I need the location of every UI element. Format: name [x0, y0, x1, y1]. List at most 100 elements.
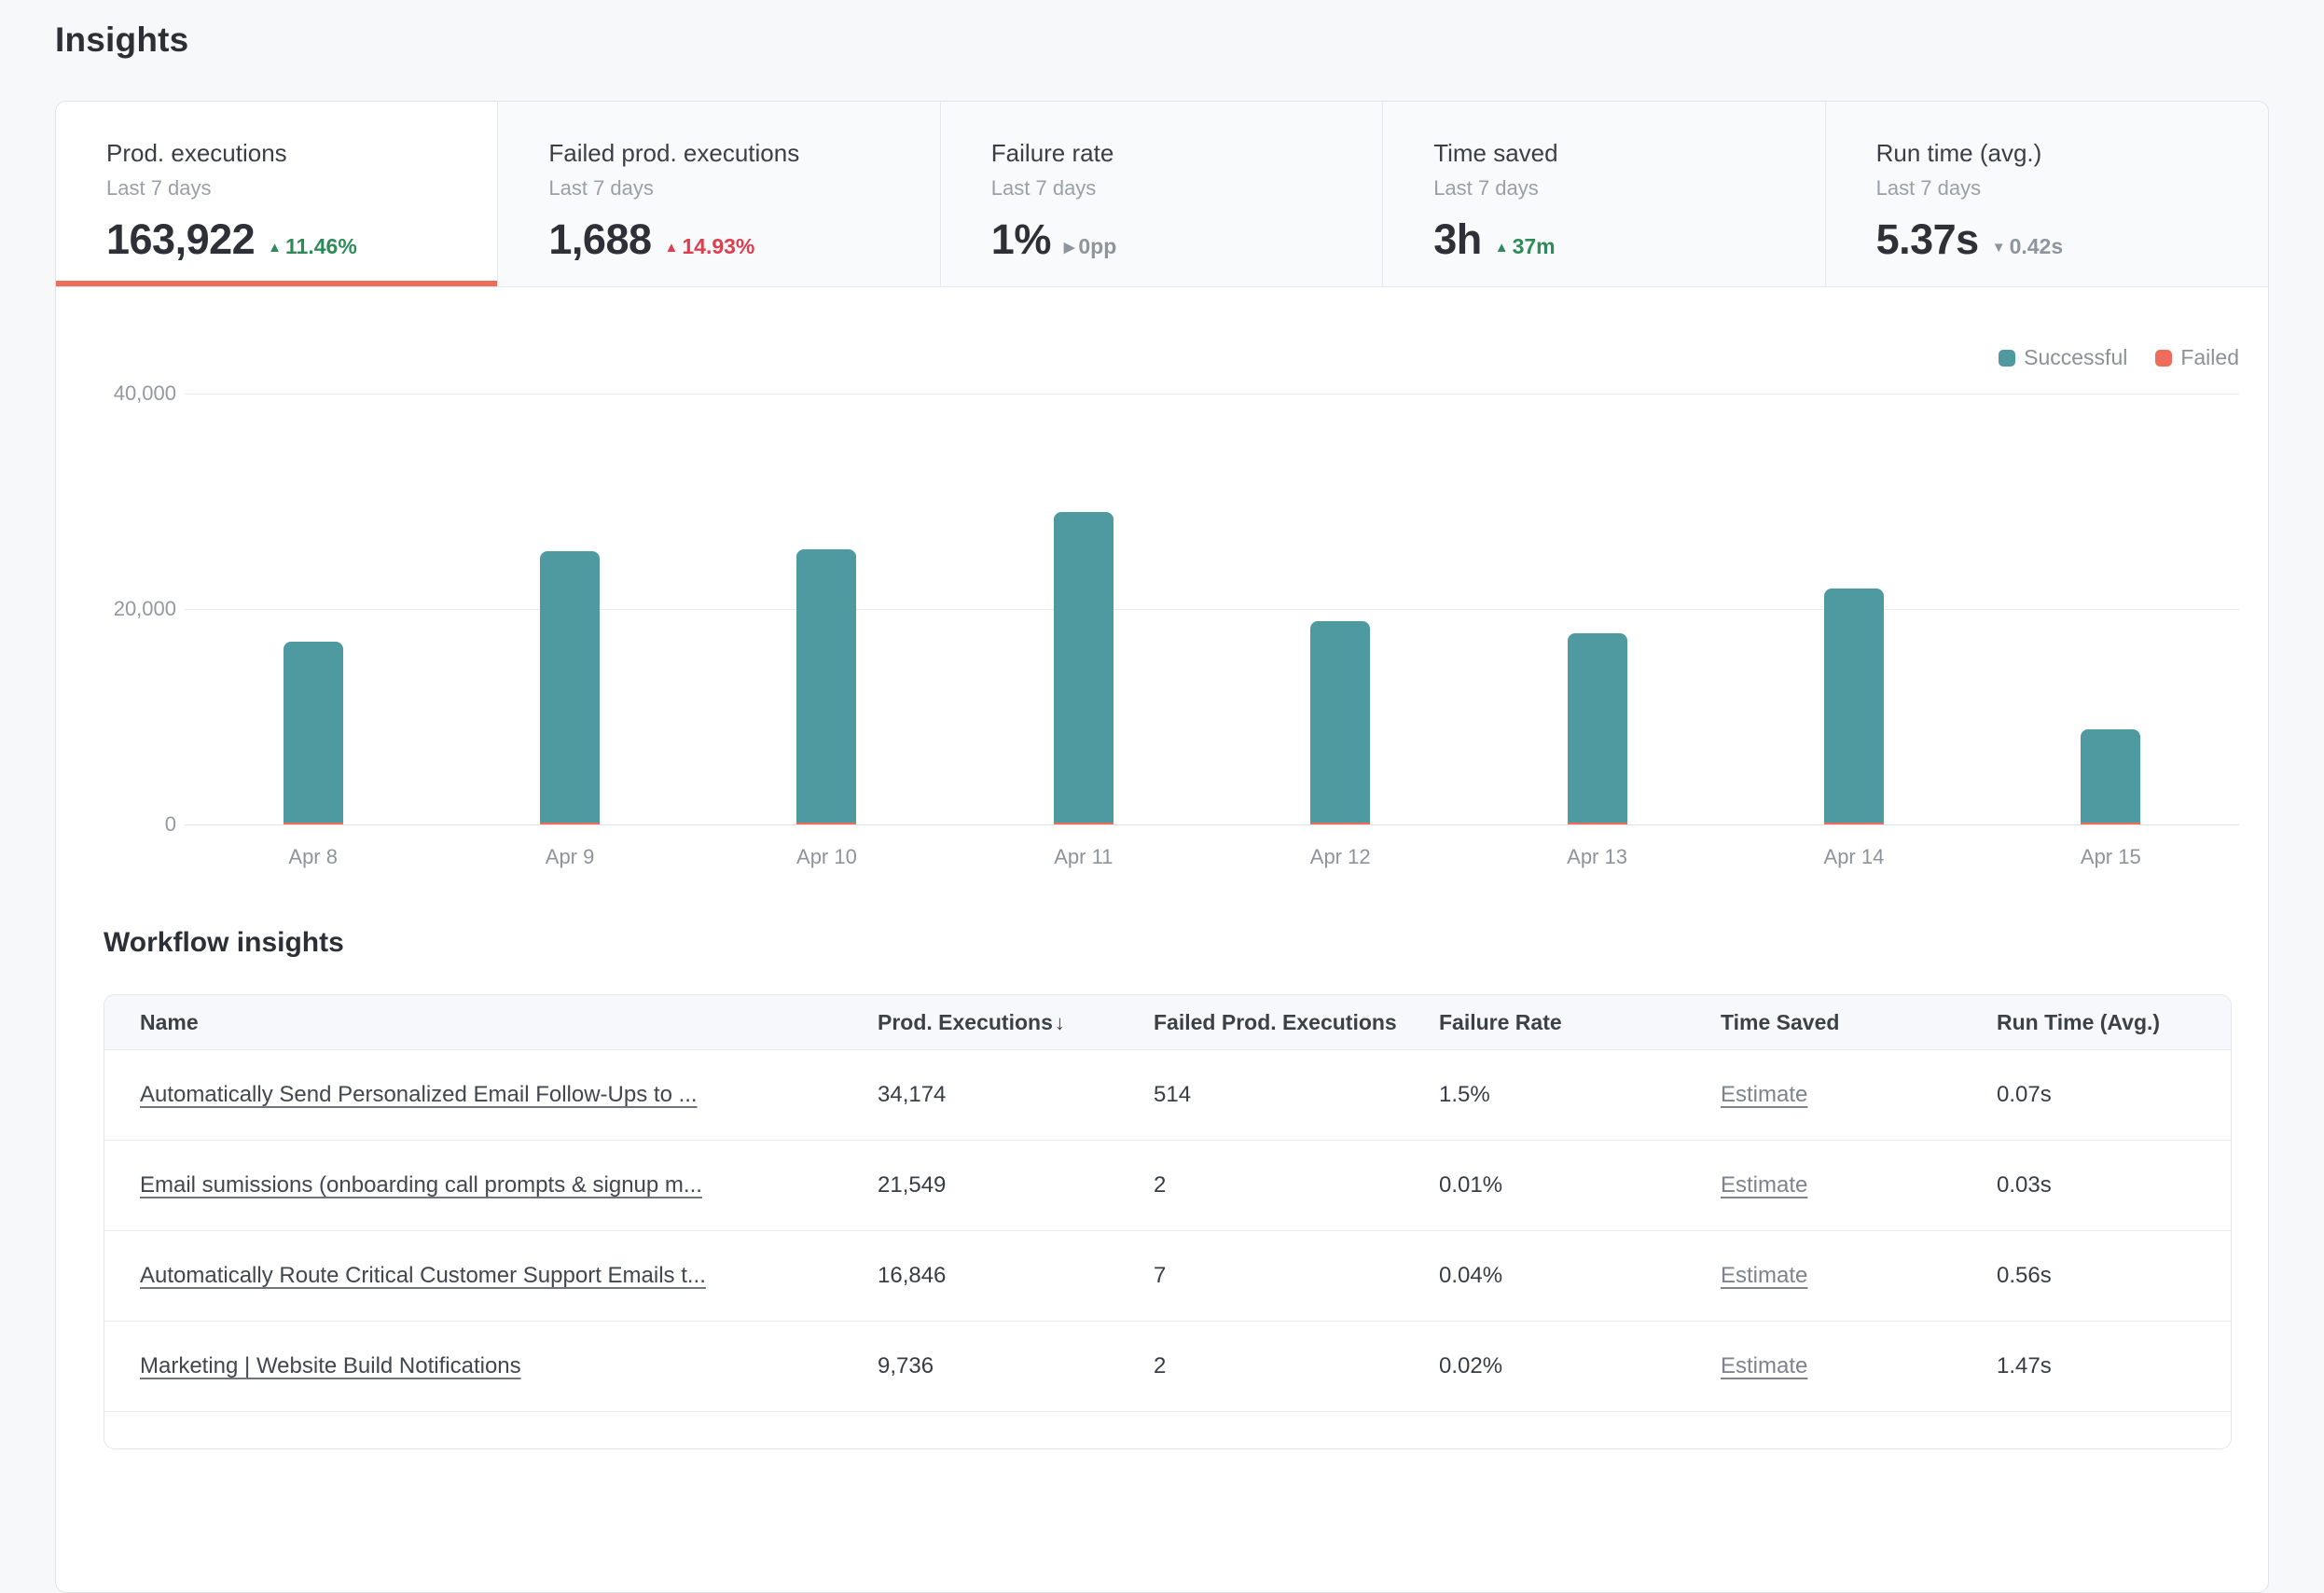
table-header-row: Name Prod. Executions↓ Failed Prod. Exec…: [104, 995, 2231, 1049]
card-label: Prod. executions: [106, 139, 287, 167]
estimate-link[interactable]: Estimate: [1721, 1263, 1808, 1288]
legend-item-failed[interactable]: Failed: [2155, 345, 2239, 370]
column-header-failure-rate[interactable]: Failure Rate: [1439, 1009, 1562, 1034]
card-sublabel: Last 7 days: [548, 176, 654, 200]
bar-failed-apr-14: [1823, 823, 1884, 824]
bar-failed-apr-13: [1567, 823, 1627, 824]
run-time-cell: 0.56s: [1997, 1263, 2052, 1288]
card-sublabel: Last 7 days: [1875, 176, 1982, 200]
card-label: Run time (avg.): [1875, 139, 2042, 167]
failure-rate-cell: 0.04%: [1439, 1263, 1503, 1288]
failed-prod-executions-cell: 7: [1154, 1263, 1167, 1288]
card-run-time-avg[interactable]: Run time (avg.) Last 7 days 5.37s ▼ 0.42s: [1825, 102, 2268, 286]
failure-rate-cell: 0.02%: [1439, 1353, 1503, 1378]
card-delta: ▼ 0.42s: [1991, 234, 2064, 258]
workflow-name-link[interactable]: Marketing | Website Build Notifications: [140, 1353, 521, 1378]
bar-failed-apr-12: [1310, 823, 1371, 824]
card-value: 3h: [1433, 215, 1482, 263]
bar-successful-apr-8: [283, 642, 343, 823]
failure-rate-cell: 1.5%: [1439, 1082, 1490, 1107]
table-row: Marketing | Website Build Notifications …: [104, 1321, 2231, 1411]
gridline: [185, 824, 2239, 825]
bar-successful-apr-9: [540, 551, 601, 823]
bar-failed-apr-8: [283, 823, 343, 824]
table-row: Automatically Route Critical Customer Su…: [104, 1230, 2231, 1321]
y-axis-tick: 40,000: [113, 381, 176, 405]
failure-rate-cell: 0.01%: [1439, 1172, 1503, 1198]
trend-up-icon: ▲: [1494, 240, 1509, 256]
column-header-name[interactable]: Name: [140, 1009, 199, 1034]
bar-successful-apr-15: [2081, 729, 2141, 823]
card-value: 163,922: [106, 215, 256, 263]
bar-successful-apr-13: [1567, 633, 1627, 823]
card-time-saved[interactable]: Time saved Last 7 days 3h ▲ 37m: [1383, 102, 1826, 286]
card-failed-prod-executions[interactable]: Failed prod. executions Last 7 days 1,68…: [498, 102, 941, 286]
column-header-time-saved[interactable]: Time Saved: [1721, 1009, 1840, 1034]
chart-legend: Successful Failed: [1999, 345, 2239, 370]
workflow-name-link[interactable]: Automatically Send Personalized Email Fo…: [140, 1082, 698, 1107]
card-delta: ▲ 11.46%: [268, 234, 357, 258]
sort-desc-icon: ↓: [1054, 1010, 1065, 1034]
legend-item-successful[interactable]: Successful: [1999, 345, 2127, 370]
trend-up-icon: ▲: [664, 240, 679, 256]
y-axis-tick: 20,000: [113, 597, 176, 620]
column-header-failed-prod-executions[interactable]: Failed Prod. Executions: [1154, 1009, 1397, 1034]
page-title: Insights: [55, 21, 189, 59]
card-value: 1%: [990, 215, 1052, 263]
workflow-insights-table: Name Prod. Executions↓ Failed Prod. Exec…: [104, 994, 2232, 1449]
card-prod-executions[interactable]: Prod. executions Last 7 days 163,922 ▲ 11…: [56, 102, 499, 286]
gridline: [185, 609, 2239, 610]
card-sublabel: Last 7 days: [990, 176, 1097, 200]
bar-successful-apr-10: [796, 549, 857, 823]
x-axis-tick: Apr 14: [1823, 845, 1885, 868]
table-row-partial: [104, 1411, 2231, 1448]
trend-up-icon: ▲: [268, 240, 283, 256]
card-sublabel: Last 7 days: [1433, 176, 1539, 200]
workflow-name-link[interactable]: Email sumissions (onboarding call prompt…: [140, 1172, 702, 1198]
table-row: Email sumissions (onboarding call prompt…: [104, 1140, 2231, 1230]
estimate-link[interactable]: Estimate: [1721, 1172, 1808, 1198]
legend-label: Successful: [2024, 345, 2128, 369]
trend-flat-icon: ▶: [1063, 240, 1075, 256]
card-delta: ▲ 14.93%: [664, 234, 755, 258]
card-failure-rate[interactable]: Failure rate Last 7 days 1% ▶ 0pp: [940, 102, 1384, 286]
x-axis-tick: Apr 13: [1567, 845, 1627, 868]
bar-failed-apr-15: [2081, 823, 2141, 824]
card-delta: ▲ 37m: [1494, 234, 1556, 258]
column-header-run-time[interactable]: Run Time (Avg.): [1997, 1009, 2161, 1034]
summary-cards-row: Prod. executions Last 7 days 163,922 ▲ 11…: [56, 102, 2268, 287]
gridline: [185, 394, 2239, 395]
x-axis-tick: Apr 9: [545, 845, 595, 868]
card-label: Time saved: [1433, 139, 1558, 167]
x-axis-tick: Apr 15: [2080, 845, 2141, 868]
executions-bar-chart: Successful Failed 0 20,000 40,000 Apr 8 Apr …: [56, 287, 2268, 884]
bar-failed-apr-9: [540, 823, 601, 824]
prod-executions-cell: 21,549: [878, 1172, 947, 1198]
legend-label: Failed: [2180, 345, 2239, 369]
insights-panel: Prod. executions Last 7 days 163,922 ▲ 11…: [55, 101, 2269, 1593]
card-label: Failure rate: [990, 139, 1114, 167]
bar-failed-apr-11: [1053, 823, 1114, 824]
card-value: 5.37s: [1875, 215, 1980, 263]
bar-failed-apr-10: [796, 823, 857, 824]
x-axis-tick: Apr 10: [796, 845, 857, 868]
card-sublabel: Last 7 days: [106, 176, 212, 200]
run-time-cell: 0.07s: [1997, 1082, 2052, 1107]
x-axis-tick: Apr 11: [1054, 845, 1114, 868]
workflow-name-link[interactable]: Automatically Route Critical Customer Su…: [140, 1263, 706, 1288]
prod-executions-cell: 34,174: [878, 1082, 947, 1107]
section-title: Workflow insights: [104, 927, 344, 958]
y-axis-tick: 0: [164, 812, 176, 836]
column-header-prod-executions[interactable]: Prod. Executions↓: [878, 1009, 1065, 1034]
run-time-cell: 1.47s: [1997, 1353, 2052, 1378]
x-axis-tick: Apr 12: [1309, 845, 1371, 868]
estimate-link[interactable]: Estimate: [1721, 1082, 1808, 1107]
estimate-link[interactable]: Estimate: [1721, 1353, 1808, 1378]
failed-prod-executions-cell: 2: [1154, 1172, 1167, 1198]
failed-prod-executions-cell: 2: [1154, 1353, 1167, 1378]
failed-prod-executions-cell: 514: [1154, 1082, 1192, 1107]
run-time-cell: 0.03s: [1997, 1172, 2052, 1198]
trend-down-icon: ▼: [1991, 240, 2006, 256]
x-axis-tick: Apr 8: [288, 845, 338, 868]
successful-swatch-icon: [1999, 349, 2016, 367]
